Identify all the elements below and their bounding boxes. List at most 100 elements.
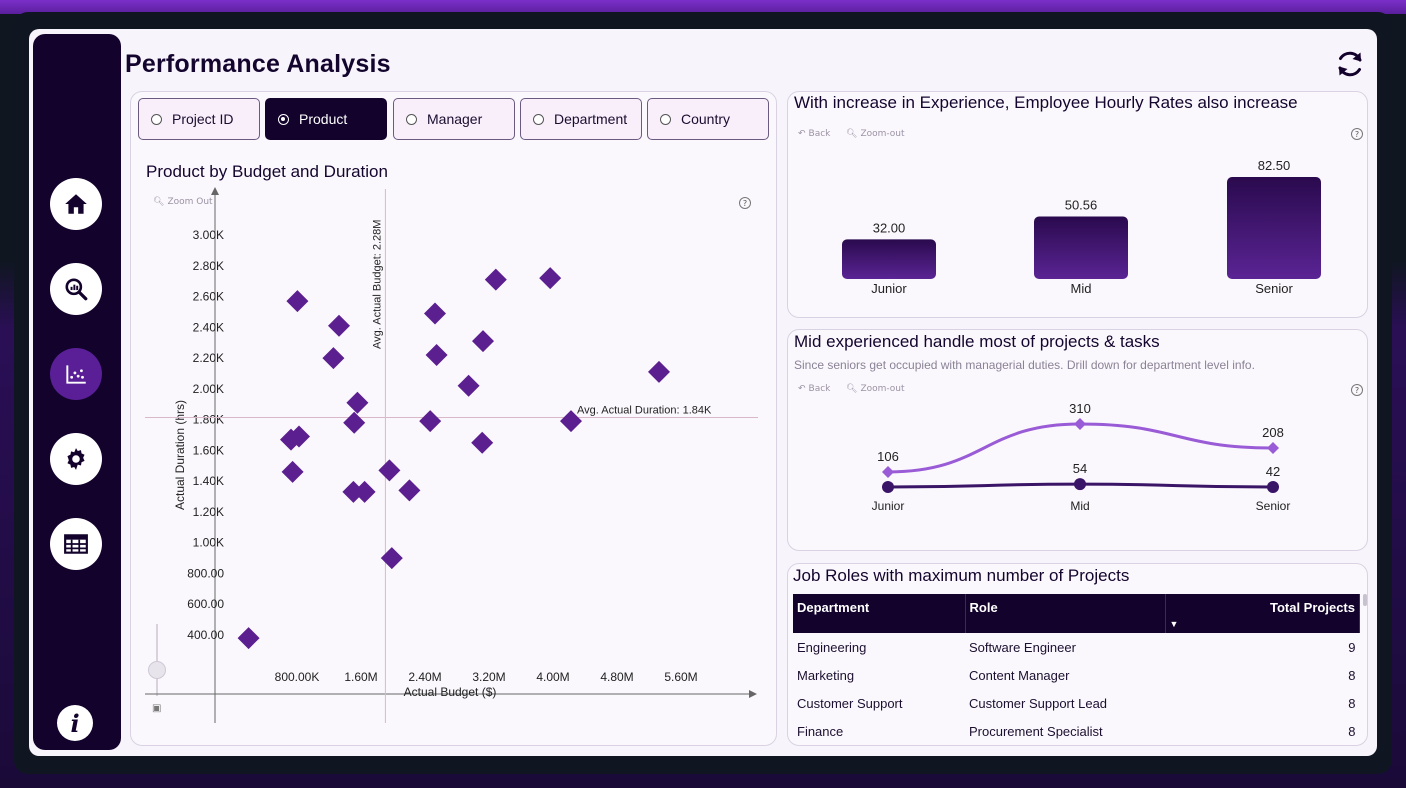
zoom-slider-track[interactable] (156, 624, 158, 696)
scatter-point (648, 360, 670, 383)
nav-home-button[interactable] (50, 178, 102, 230)
slicer-department[interactable]: Department (520, 98, 642, 140)
line-value-label: 42 (1266, 464, 1280, 479)
column-role[interactable]: Role (965, 594, 1166, 633)
bar-senior (1227, 177, 1321, 279)
hourly-help-icon[interactable]: ? (1351, 128, 1363, 140)
nav-table-button[interactable] (50, 518, 102, 570)
table-row[interactable]: Finance Procurement Specialist 8 (793, 717, 1360, 745)
column-department[interactable]: Department (793, 594, 966, 633)
magnify-chart-icon (65, 278, 88, 301)
x-tick-label: 4.80M (600, 670, 633, 684)
scatter-point (425, 344, 448, 366)
projects-subtitle: Since seniors get occupied with manageri… (794, 358, 1255, 372)
bar-value-label: 50.56 (1065, 197, 1098, 212)
y-tick-label: 1.20K (193, 505, 224, 519)
scatter-point (346, 391, 369, 414)
slicer-country[interactable]: Country (647, 98, 769, 140)
slicer-label: Project ID (172, 111, 234, 127)
scatter-point (539, 267, 562, 290)
scatter-help-icon[interactable]: ? (739, 197, 751, 209)
cell-department: Finance (797, 724, 844, 739)
slicer-project-id[interactable]: Project ID (138, 98, 260, 140)
scatter-point (419, 410, 442, 433)
bar-mid (1034, 216, 1128, 279)
radio-icon (278, 113, 289, 125)
projects-help-icon[interactable]: ? (1351, 384, 1363, 396)
hourly-zoom-out-button[interactable]: 🔍︎ Zoom-out (846, 129, 905, 139)
bar-category-label: Mid (1071, 281, 1092, 296)
projects-zoom-out-button[interactable]: 🔍︎ Zoom-out (846, 384, 905, 394)
zoom-reset-icon[interactable]: ▣ (152, 703, 162, 714)
projects-back-button[interactable]: ↶ Back (798, 384, 830, 394)
cell-total-projects: 8 (1348, 724, 1356, 739)
gear-icon (67, 448, 85, 470)
slicer-label: Manager (427, 111, 483, 127)
line-point (882, 481, 894, 493)
scatter-point (560, 410, 582, 433)
projects-title: Mid experienced handle most of projects … (794, 332, 1160, 351)
line-value-label: 106 (877, 449, 899, 464)
scatter-point (457, 374, 480, 397)
scatter-point (471, 431, 494, 454)
table-row[interactable]: Marketing Content Manager 8 (793, 661, 1360, 689)
line-value-label: 208 (1262, 425, 1284, 440)
hourly-back-button[interactable]: ↶ Back (798, 129, 830, 139)
projects-panel: Mid experienced handle most of projects … (787, 329, 1368, 551)
scatter-chart: 400.00 600.00 800.00 1.00K 1.20K 1.40K 1.60K 1.… (145, 187, 758, 723)
line-value-label: 54 (1073, 461, 1087, 476)
line-point (1267, 481, 1279, 493)
info-button[interactable]: i (57, 705, 93, 741)
bar-category-label: Senior (1255, 281, 1293, 296)
table-row[interactable]: Customer Support Customer Support Lead 8 (793, 689, 1360, 717)
bar-value-label: 82.50 (1258, 158, 1291, 173)
zoom-out-label: Zoom Out (167, 197, 213, 207)
job-roles-panel: Job Roles with maximum number of Project… (787, 563, 1368, 746)
cell-role: Procurement Specialist (969, 724, 1103, 739)
nav-analysis-button[interactable] (50, 263, 102, 315)
table-header-row: Department Role Total Projects ▼ (793, 594, 1360, 633)
scatter-title: Product by Budget and Duration (146, 162, 388, 181)
y-axis-title: Actual Duration (hrs) (173, 400, 187, 510)
column-total-projects[interactable]: Total Projects ▼ (1165, 594, 1360, 633)
cell-total-projects: 8 (1348, 696, 1356, 711)
slicer-label: Department (554, 111, 628, 127)
scatter-point (237, 627, 260, 650)
line-category-label: Junior (872, 499, 905, 513)
nav-settings-button[interactable] (50, 433, 102, 485)
home-icon (65, 194, 87, 214)
line-point (882, 465, 894, 478)
scatter-point (484, 268, 507, 291)
refresh-icon[interactable] (1334, 48, 1366, 80)
slicer-product[interactable]: Product (265, 98, 387, 140)
scatter-point (343, 411, 366, 434)
job-roles-title: Job Roles with maximum number of Project… (793, 566, 1130, 585)
zoom-out-label: Zoom-out (860, 129, 905, 139)
table-scrollbar[interactable] (1363, 594, 1367, 606)
help-glyph: ? (742, 198, 748, 208)
y-tick-label: 2.00K (193, 382, 224, 396)
line-category-label: Mid (1070, 499, 1089, 513)
x-tick-label: 800.00K (275, 670, 320, 684)
slicer-manager[interactable]: Manager (393, 98, 515, 140)
scatter-point (472, 330, 494, 353)
table-row[interactable]: Engineering Software Engineer 9 (793, 633, 1360, 661)
line-point (1074, 478, 1086, 491)
cell-department: Engineering (797, 640, 867, 655)
zoom-slider-handle[interactable] (148, 661, 166, 679)
y-tick-label: 2.20K (193, 351, 224, 365)
slicer-label: Product (299, 111, 348, 127)
back-icon: ↶ (798, 129, 806, 139)
cell-role: Customer Support Lead (969, 696, 1108, 711)
scatter-zoom-out-button[interactable]: 🔍︎ Zoom Out (153, 197, 213, 207)
nav-scatter-button[interactable] (50, 348, 102, 400)
hourly-bar-chart: 32.00 Junior 50.56 Mid 82.50 Senior (842, 158, 1321, 296)
scatter-point (328, 314, 350, 337)
zoom-out-icon: 🔍︎ (846, 129, 858, 139)
sidebar: i (33, 34, 121, 750)
info-icon: i (70, 708, 80, 738)
x-tick-label: 4.00M (536, 670, 569, 684)
y-tick-label: 1.80K (193, 413, 224, 427)
cell-total-projects: 8 (1348, 668, 1356, 683)
y-axis-arrow (211, 187, 219, 195)
